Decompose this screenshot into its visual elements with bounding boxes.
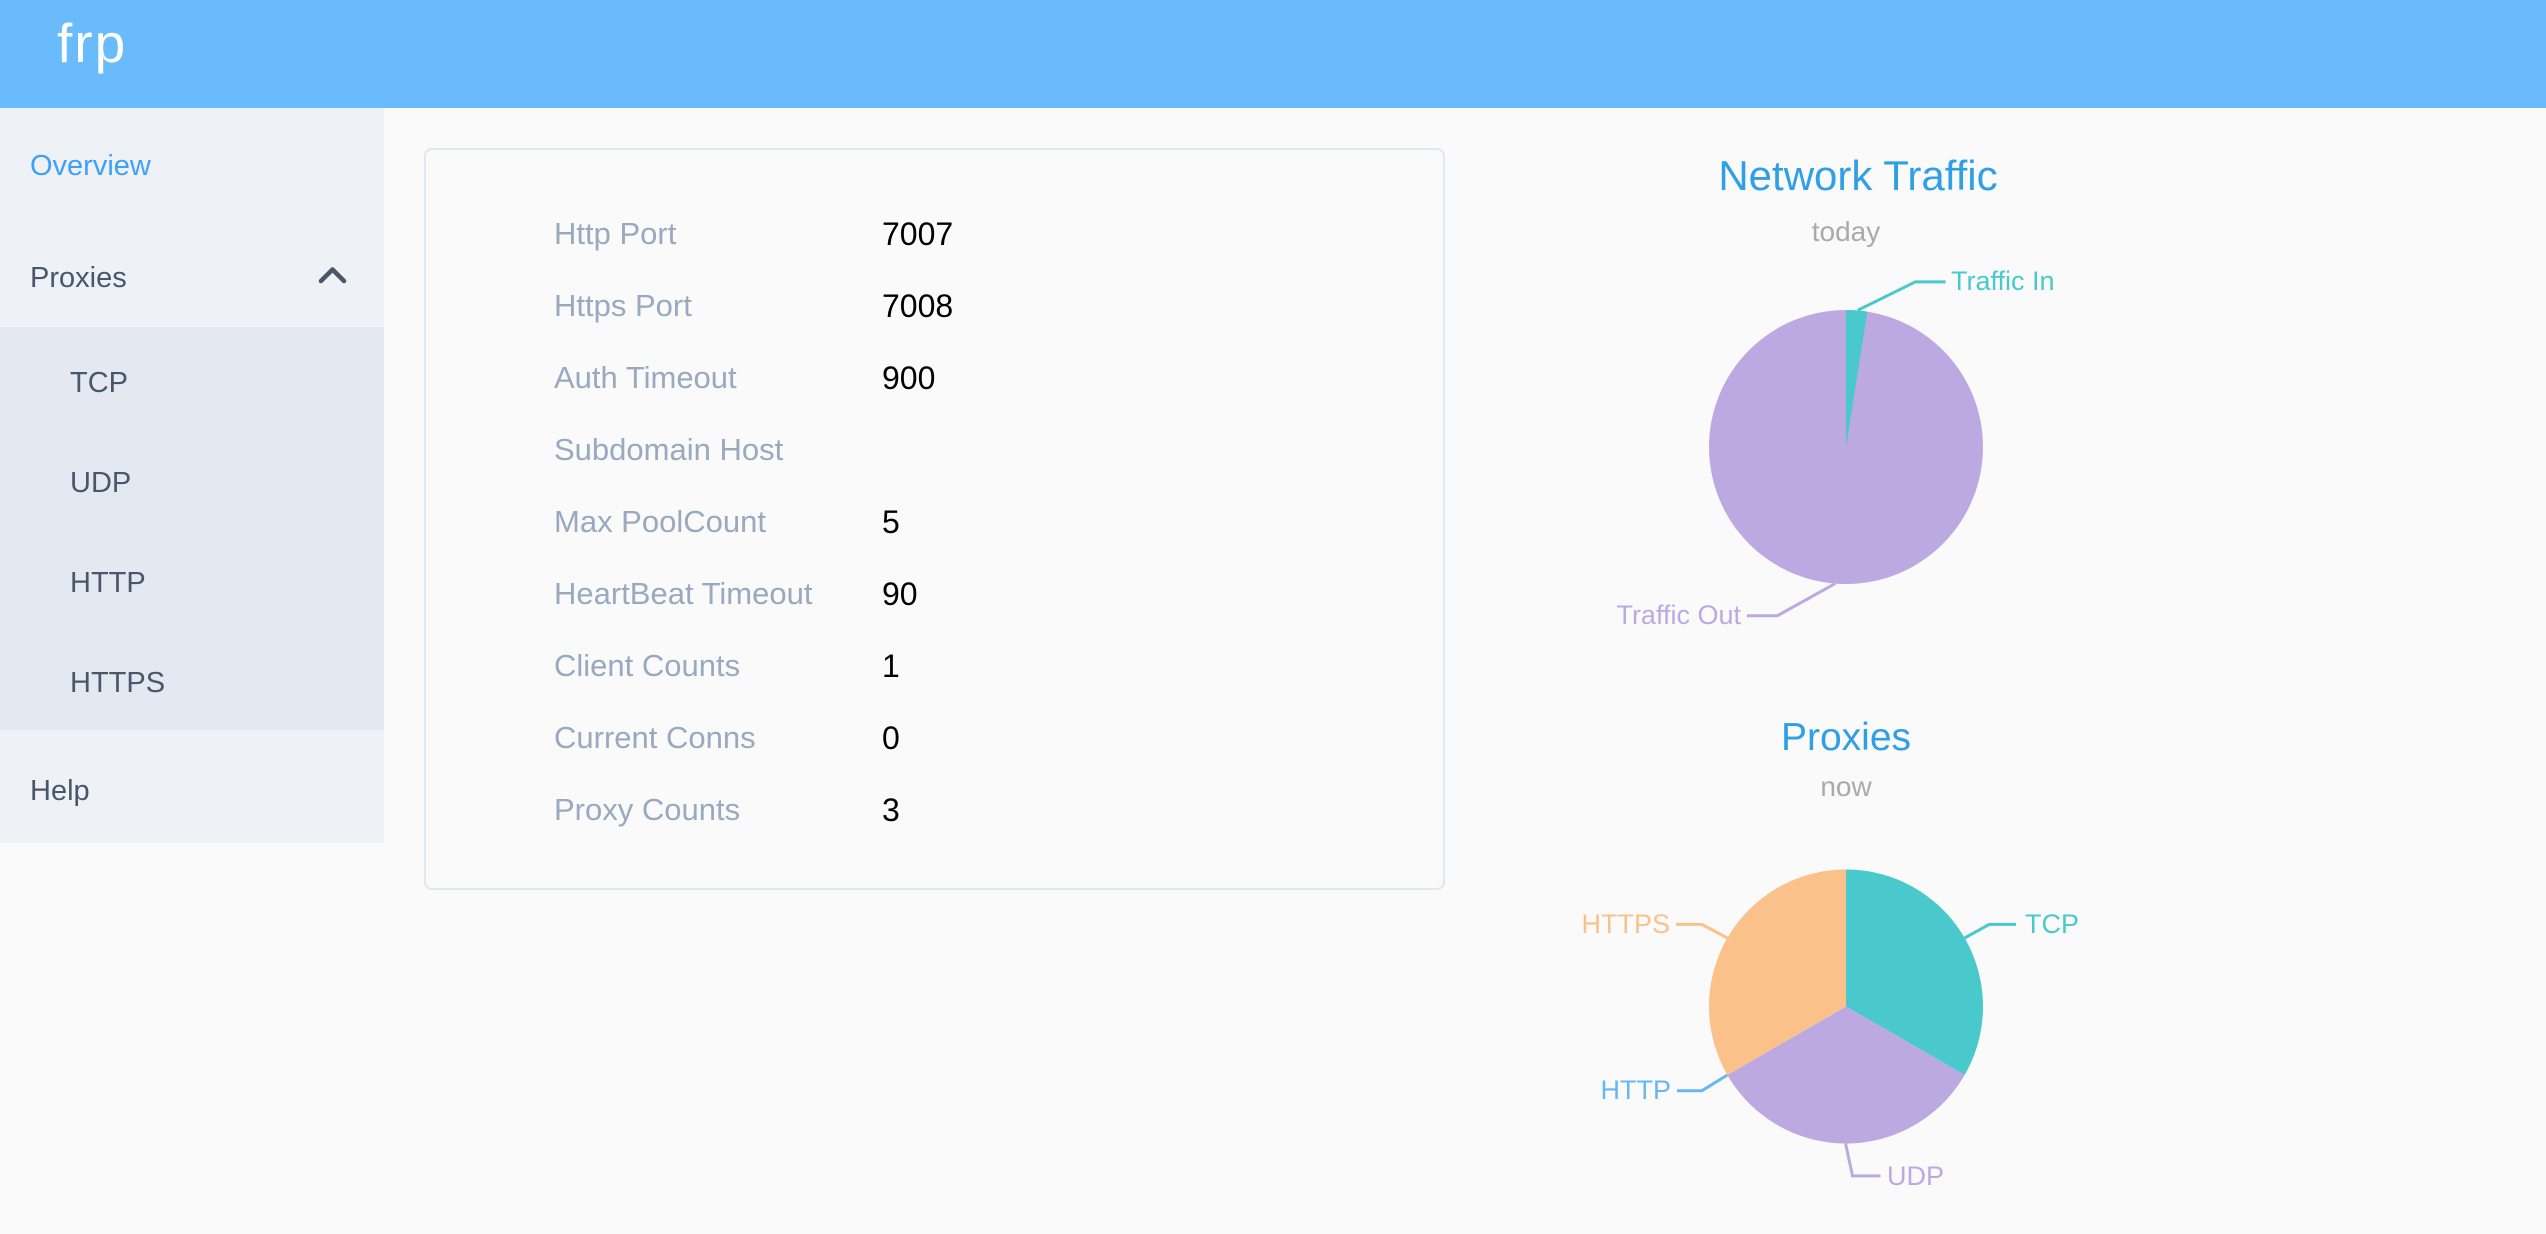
svg-text:HTTPS: HTTPS bbox=[1581, 909, 1670, 939]
svg-text:HTTP: HTTP bbox=[1601, 1075, 1672, 1105]
svg-text:Traffic In: Traffic In bbox=[1951, 266, 2055, 296]
svg-text:Traffic Out: Traffic Out bbox=[1616, 600, 1741, 630]
svg-text:TCP: TCP bbox=[2025, 909, 2079, 939]
svg-text:UDP: UDP bbox=[1887, 1161, 1944, 1191]
